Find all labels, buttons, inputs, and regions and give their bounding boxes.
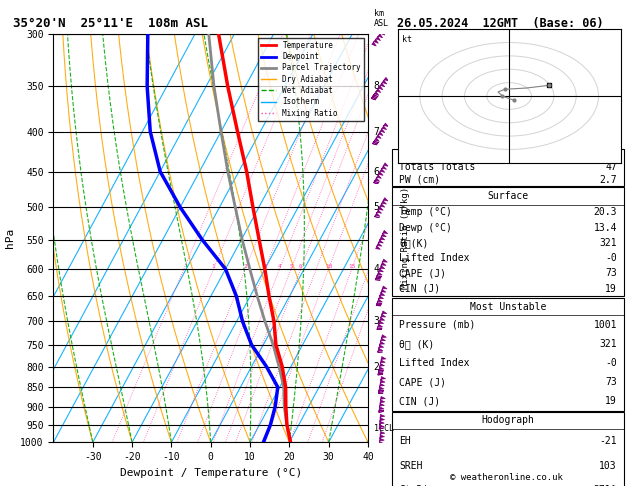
- Text: -21: -21: [599, 436, 617, 447]
- X-axis label: Dewpoint / Temperature (°C): Dewpoint / Temperature (°C): [120, 468, 302, 478]
- Text: Lifted Index: Lifted Index: [399, 253, 469, 263]
- Bar: [392, 412, 624, 486]
- Bar: [392, 187, 624, 296]
- Text: Most Unstable: Most Unstable: [470, 302, 546, 312]
- Text: 19: 19: [605, 284, 617, 294]
- Text: 13.4: 13.4: [593, 223, 617, 233]
- Text: 19: 19: [605, 396, 617, 406]
- Text: 2: 2: [243, 264, 247, 269]
- Text: 7: 7: [374, 126, 379, 137]
- Legend: Temperature, Dewpoint, Parcel Trajectory, Dry Adiabat, Wet Adiabat, Isotherm, Mi: Temperature, Dewpoint, Parcel Trajectory…: [258, 38, 364, 121]
- Text: 5: 5: [374, 202, 379, 212]
- Text: Dewp (°C): Dewp (°C): [399, 223, 452, 233]
- Text: -0: -0: [605, 253, 617, 263]
- Text: 4: 4: [277, 264, 281, 269]
- Text: km
ASL: km ASL: [374, 9, 389, 29]
- Text: 4: 4: [374, 264, 379, 274]
- Text: Hodograph: Hodograph: [481, 416, 535, 425]
- Text: K: K: [399, 150, 405, 160]
- Bar: [392, 149, 624, 186]
- Text: PW (cm): PW (cm): [399, 174, 440, 185]
- Text: 5: 5: [289, 264, 293, 269]
- Text: Totals Totals: Totals Totals: [399, 162, 476, 173]
- Text: -0: -0: [605, 358, 617, 368]
- Text: EH: EH: [399, 436, 411, 447]
- Text: kt: kt: [402, 35, 412, 44]
- Text: 6: 6: [374, 167, 379, 176]
- Text: 6: 6: [299, 264, 303, 269]
- Text: CAPE (J): CAPE (J): [399, 268, 446, 278]
- Text: CAPE (J): CAPE (J): [399, 377, 446, 387]
- Text: 3: 3: [374, 316, 379, 326]
- Text: Mixing Ratio (g/kg): Mixing Ratio (g/kg): [401, 187, 410, 289]
- Text: 2: 2: [374, 362, 379, 372]
- Text: 103: 103: [599, 461, 617, 471]
- Y-axis label: hPa: hPa: [4, 228, 14, 248]
- Text: 1: 1: [211, 264, 215, 269]
- Bar: [392, 298, 624, 411]
- Text: Pressure (mb): Pressure (mb): [399, 320, 476, 330]
- Text: 3: 3: [263, 264, 267, 269]
- Text: Surface: Surface: [487, 191, 528, 201]
- Text: 73: 73: [605, 377, 617, 387]
- Text: 321: 321: [599, 339, 617, 349]
- Text: 2.7: 2.7: [599, 174, 617, 185]
- Text: 15: 15: [348, 264, 355, 269]
- Text: 47: 47: [605, 162, 617, 173]
- Text: Temp (°C): Temp (°C): [399, 207, 452, 217]
- Text: θᴇ (K): θᴇ (K): [399, 339, 434, 349]
- Text: CIN (J): CIN (J): [399, 396, 440, 406]
- Text: Lifted Index: Lifted Index: [399, 358, 469, 368]
- Text: 31: 31: [605, 150, 617, 160]
- Text: © weatheronline.co.uk: © weatheronline.co.uk: [450, 473, 563, 482]
- Text: CIN (J): CIN (J): [399, 284, 440, 294]
- Text: 321: 321: [599, 238, 617, 248]
- Text: 1LCL: 1LCL: [374, 424, 394, 433]
- Text: SREH: SREH: [399, 461, 423, 471]
- Text: 1001: 1001: [593, 320, 617, 330]
- Text: 8: 8: [374, 81, 379, 91]
- Text: 73: 73: [605, 268, 617, 278]
- Text: 10: 10: [325, 264, 332, 269]
- Text: θᴇ(K): θᴇ(K): [399, 238, 428, 248]
- Text: 35°20'N  25°11'E  108m ASL: 35°20'N 25°11'E 108m ASL: [13, 17, 208, 30]
- Text: 26.05.2024  12GMT  (Base: 06): 26.05.2024 12GMT (Base: 06): [397, 17, 603, 30]
- Text: 20.3: 20.3: [593, 207, 617, 217]
